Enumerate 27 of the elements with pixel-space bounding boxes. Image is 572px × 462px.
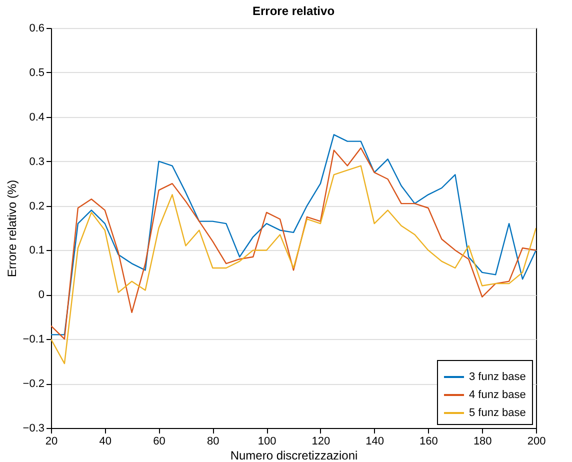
legend-label: 5 funz base bbox=[469, 407, 526, 419]
y-tick-label: 0 bbox=[38, 289, 44, 302]
x-tick-label: 40 bbox=[99, 436, 112, 448]
y-tick-label: 0.2 bbox=[29, 200, 44, 212]
x-axis-title: Numero discretizzazioni bbox=[230, 448, 358, 462]
y-tick-label: 0.5 bbox=[29, 66, 44, 79]
x-tick-label: 180 bbox=[473, 436, 492, 448]
y-tick-label: −0.1 bbox=[22, 334, 44, 346]
legend-label: 3 funz base bbox=[469, 371, 526, 383]
x-tick-label: 60 bbox=[153, 436, 166, 448]
y-tick-label: 0.1 bbox=[29, 244, 44, 257]
chart-title: Errore relativo bbox=[252, 4, 335, 18]
line-series bbox=[51, 165, 536, 364]
x-tick-label: 20 bbox=[45, 436, 58, 448]
y-tick-label: 0.3 bbox=[29, 156, 44, 168]
x-tick-label: 160 bbox=[420, 436, 438, 448]
y-tick-label: −0.3 bbox=[22, 422, 44, 434]
x-tick-label: 80 bbox=[207, 436, 220, 448]
y-tick-label: −0.2 bbox=[22, 378, 44, 390]
x-tick-label: 140 bbox=[366, 436, 384, 448]
x-tick-label: 200 bbox=[527, 436, 546, 448]
x-tick-label: 100 bbox=[258, 436, 276, 448]
y-tick-label: 0.4 bbox=[29, 111, 44, 124]
y-axis-title: Errore relativo (%) bbox=[4, 180, 19, 278]
x-tick-label: 120 bbox=[312, 436, 330, 448]
legend-label: 4 funz base bbox=[469, 389, 526, 401]
y-tick-label: 0.6 bbox=[29, 22, 44, 34]
